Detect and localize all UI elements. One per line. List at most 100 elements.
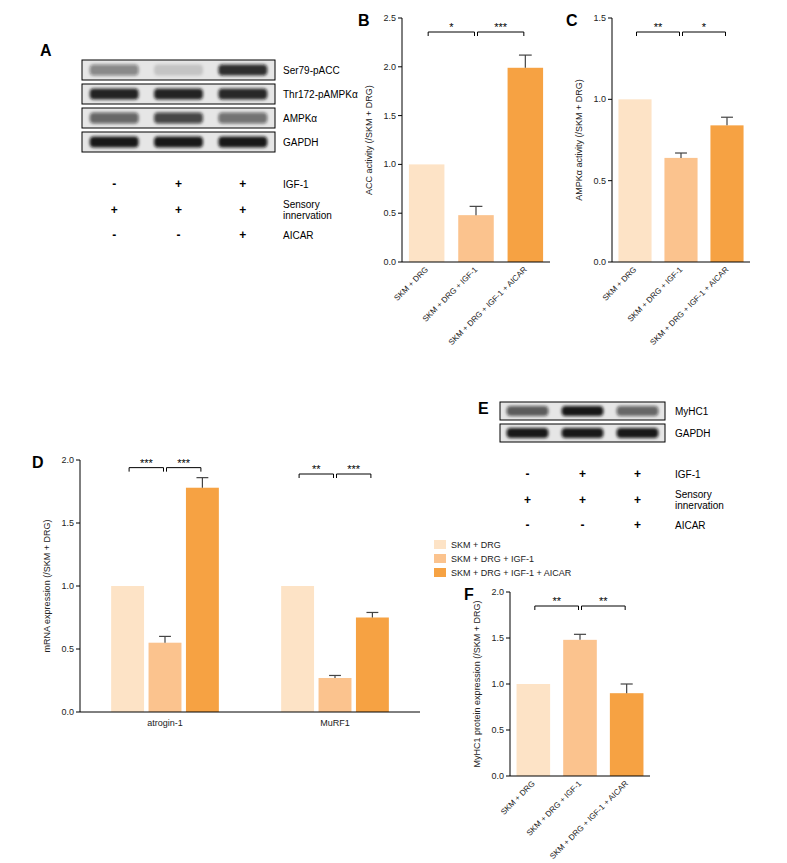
error-bar	[726, 117, 727, 125]
bar	[458, 215, 494, 262]
bar	[281, 586, 314, 712]
panel-label: C	[566, 12, 578, 29]
error-cap	[721, 117, 733, 118]
band-label: AMPKα	[283, 113, 317, 124]
error-cap	[196, 477, 208, 478]
y-tick	[76, 460, 80, 461]
bar-chart: C0.00.51.01.5AMPKα activity (/SKM + DRG)…	[566, 12, 750, 347]
y-tick-label: 1.5	[383, 111, 396, 121]
condition-sign: -	[112, 228, 116, 242]
condition-label: IGF-1	[283, 179, 309, 190]
y-tick	[398, 115, 402, 116]
panel-label: E	[478, 400, 489, 417]
y-tick	[506, 684, 510, 685]
error-cap	[621, 683, 633, 684]
condition-sign: -	[581, 518, 585, 532]
band-label: Thr172-pAMPKα	[283, 89, 358, 100]
condition-label-line: AICAR	[675, 520, 706, 531]
y-axis-label: mRNA expression (/SKM + DRG)	[42, 520, 52, 653]
error-bar	[680, 153, 681, 158]
bar	[618, 99, 651, 262]
y-tick	[608, 180, 612, 181]
blot-strip	[500, 402, 665, 420]
condition-sign: +	[175, 203, 182, 217]
bar	[517, 684, 551, 776]
y-tick-label: 2.0	[491, 587, 504, 597]
error-cap	[675, 152, 687, 153]
condition-sign: -	[526, 518, 530, 532]
condition-label-line: innervation	[675, 500, 724, 511]
x-tick-label: SKM + DRG + IGF-1 + AICAR	[548, 779, 630, 861]
y-tick-label: 2.0	[383, 62, 396, 72]
y-tick	[506, 592, 510, 593]
blot-band	[218, 64, 267, 75]
y-tick-label: 1.5	[491, 633, 504, 643]
error-bar	[626, 684, 627, 693]
error-bar	[525, 55, 526, 68]
condition-label-line: Sensory	[675, 489, 712, 500]
y-tick	[608, 18, 612, 19]
legend-label: SKM + DRG + IGF-1	[451, 554, 534, 564]
x-tick-label: SKM + DRG	[392, 265, 430, 303]
y-tick-label: 1.0	[61, 581, 74, 591]
panel-label: B	[358, 12, 370, 29]
blot-strip	[500, 424, 665, 442]
significance-label: ***	[494, 21, 508, 33]
condition-sign: -	[177, 228, 181, 242]
y-tick	[506, 776, 510, 777]
condition-label-line: AICAR	[283, 230, 314, 241]
legend-swatch	[434, 568, 446, 577]
significance-label: *	[702, 21, 707, 33]
condition-sign: +	[239, 177, 246, 191]
error-bar	[579, 634, 580, 640]
error-bar	[164, 636, 165, 642]
blot-band	[90, 64, 139, 75]
error-cap	[470, 206, 483, 207]
marks	[618, 99, 743, 262]
blot-band	[617, 406, 659, 416]
condition-label-line: innervation	[283, 210, 332, 221]
blot-band	[154, 136, 203, 147]
condition-label-line: IGF-1	[675, 469, 701, 480]
marks	[409, 55, 543, 262]
x-axis	[510, 776, 650, 777]
significance-label: *	[449, 21, 454, 33]
y-tick-label: 1.0	[593, 94, 606, 104]
y-tick-label: 0.0	[491, 771, 504, 781]
legend-swatch	[434, 554, 446, 563]
y-tick	[76, 523, 80, 524]
y-tick	[398, 262, 402, 263]
x-tick-label: SKM + DRG	[499, 779, 537, 817]
blot-band	[90, 112, 139, 123]
panel-label: A	[40, 42, 52, 59]
significance-label: ***	[140, 457, 154, 469]
bar	[186, 488, 219, 712]
y-tick-label: 0.5	[61, 644, 74, 654]
bar-chart: D0.00.51.01.52.0mRNA expression (/SKM + …	[32, 454, 572, 728]
condition-sign: -	[112, 177, 116, 191]
error-cap	[574, 634, 586, 635]
legend-swatch	[434, 540, 446, 549]
blot-panel: ASer79-pACCThr172-pAMPKαAMPKαGAPDHIGF-1-…	[40, 42, 358, 242]
condition-sign: +	[634, 493, 641, 507]
bar	[149, 643, 182, 712]
condition-sign: +	[111, 203, 118, 217]
legend-label: SKM + DRG	[451, 540, 501, 550]
bar	[664, 158, 697, 262]
y-tick-label: 0.0	[593, 257, 606, 267]
y-tick	[398, 213, 402, 214]
y-tick-label: 0.5	[383, 208, 396, 218]
blot-band	[507, 428, 549, 438]
bar-chart: F0.00.51.01.52.0MyHC1 protein expression…	[464, 586, 650, 861]
blot-band	[90, 88, 139, 99]
bar	[610, 693, 644, 776]
x-axis	[612, 262, 750, 263]
x-tick-label: SKM + DRG + IGF-1 + AICAR	[447, 265, 529, 347]
figure: ASer79-pACCThr172-pAMPKαAMPKαGAPDHIGF-1-…	[0, 0, 787, 863]
y-tick-label: 1.5	[593, 13, 606, 23]
y-axis-label: MyHC1 protein expression (/SKM + DRG)	[472, 601, 482, 768]
panel-label: D	[32, 454, 44, 471]
error-bar	[372, 612, 373, 617]
error-cap	[519, 54, 532, 55]
blot-band	[218, 88, 267, 99]
